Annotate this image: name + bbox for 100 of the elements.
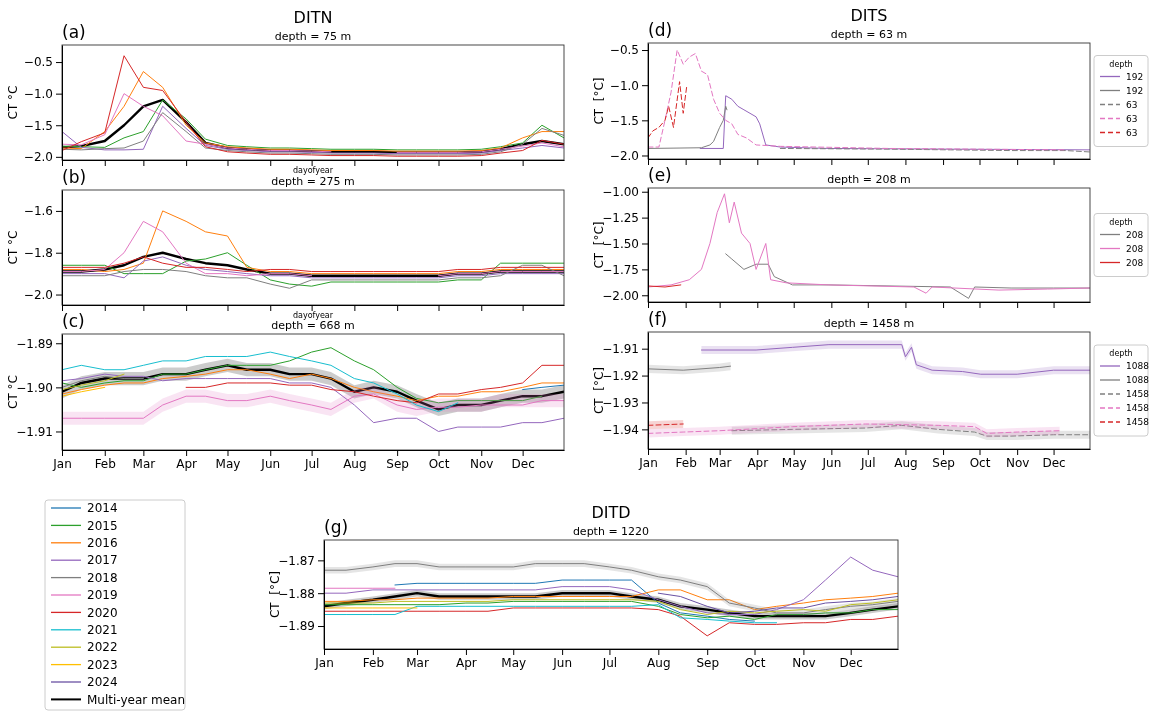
- y-tick-label: −1.0: [23, 86, 53, 101]
- legend-label: 1458: [1126, 403, 1150, 414]
- line-series: [185, 364, 564, 404]
- legend-label: 2019: [87, 588, 118, 603]
- x-tick-label: Oct: [428, 456, 450, 471]
- y-tick-label: −1.00: [602, 185, 639, 200]
- line-series: [324, 604, 778, 624]
- legend-label: 63: [1126, 99, 1138, 110]
- line-series: [62, 373, 125, 391]
- chart-title: DITN: [293, 8, 333, 27]
- y-tick-label: −1.89: [16, 336, 53, 351]
- text: (a): [62, 22, 86, 42]
- text: (e): [648, 165, 672, 185]
- legend-label: 2018: [87, 570, 118, 585]
- legend-label: 192: [1126, 71, 1144, 82]
- x-tick-label: May: [501, 655, 527, 670]
- x-tick-label: Apr: [456, 655, 477, 670]
- line-series: [648, 81, 688, 139]
- x-tick-label: Nov: [792, 655, 816, 670]
- x-tick-label: May: [215, 456, 241, 471]
- legend-label: 2021: [87, 623, 118, 637]
- line-series: [648, 423, 1061, 434]
- line-series: [62, 373, 564, 432]
- y-axis-title: CT [°C]: [592, 77, 606, 125]
- y-tick-label: −1.5: [23, 118, 53, 133]
- line-series: [62, 256, 564, 273]
- line-series: [324, 589, 898, 611]
- chart-subtitle: depth = 1458 m: [823, 317, 915, 330]
- x-tick-label: Mar: [132, 456, 156, 471]
- chart-subtitle: depth = 1220: [572, 525, 650, 538]
- y-tick-label: −1.5: [609, 113, 639, 128]
- y-tick-label: −1.91: [602, 342, 639, 357]
- y-tick-label: −2.0: [609, 148, 639, 163]
- line-series: [657, 592, 898, 614]
- x-tick-label: Jan: [52, 456, 72, 471]
- line-series: [62, 369, 564, 402]
- legend-label: 192: [1126, 85, 1144, 96]
- y-tick-label: −1.8: [23, 246, 53, 261]
- legend-label: 2024: [87, 675, 118, 690]
- x-tick-label: Dec: [1042, 455, 1066, 470]
- legend-label: 208: [1126, 257, 1144, 268]
- x-tick-label: Sep: [932, 455, 955, 470]
- x-tick-label: Aug: [894, 455, 918, 470]
- y-tick-label: −2.0: [23, 287, 53, 302]
- x-tick-label: May: [781, 455, 807, 470]
- x-tick-label: Jun: [552, 655, 572, 670]
- line-series: [62, 256, 564, 279]
- legend-title: depth: [1109, 59, 1133, 69]
- x-axis-title: dayofyear: [292, 311, 334, 320]
- line-series: [62, 375, 144, 388]
- x-tick-label: Jan: [638, 455, 658, 470]
- legend-label: 2015: [87, 518, 118, 533]
- x-tick-label: Dec: [839, 655, 863, 670]
- line-series: [648, 49, 1067, 151]
- legend-label: Multi-year mean: [87, 692, 186, 707]
- x-tick-label: Oct: [969, 455, 991, 470]
- legend-label: 63: [1126, 113, 1138, 124]
- x-tick-label: Mar: [708, 455, 732, 470]
- y-tick-label: −2.00: [602, 288, 639, 303]
- x-tick-label: Jul: [601, 655, 618, 670]
- legend-label: 2014: [87, 501, 118, 516]
- x-tick-label: Feb: [94, 456, 116, 471]
- line-series: [62, 71, 564, 152]
- chart-subtitle: depth = 63 m: [830, 28, 908, 41]
- y-axis-title: CT °C: [6, 85, 20, 120]
- y-tick-label: −1.6: [23, 204, 53, 219]
- y-tick-label: −1.91: [16, 424, 53, 439]
- x-tick-label: Jul: [860, 455, 876, 470]
- x-tick-label: Feb: [362, 655, 385, 670]
- line-series: [648, 105, 728, 149]
- legend-title: depth: [1109, 349, 1133, 358]
- legend-title: depth: [1109, 217, 1133, 227]
- legend-label: 208: [1126, 229, 1144, 240]
- x-tick-label: Mar: [406, 655, 429, 670]
- chart-subtitle: depth = 668 m: [271, 319, 355, 332]
- text: (d): [648, 20, 673, 40]
- x-tick-label: Oct: [744, 655, 766, 670]
- line-series: [62, 252, 564, 287]
- legend-label: 1458: [1126, 389, 1150, 400]
- x-tick-label: Nov: [470, 456, 494, 471]
- chart-subtitle: depth = 208 m: [827, 173, 911, 186]
- x-tick-label: Jul: [303, 456, 320, 471]
- x-tick-label: Feb: [675, 455, 697, 470]
- x-tick-label: Nov: [1005, 455, 1030, 470]
- x-tick-label: Sep: [386, 456, 409, 471]
- y-tick-label: −0.5: [23, 55, 53, 70]
- chart-subtitle: depth = 275 m: [271, 175, 355, 188]
- legend-label: 1088: [1126, 361, 1150, 372]
- x-tick-label: Apr: [176, 456, 198, 471]
- x-tick-label: Aug: [343, 456, 367, 471]
- x-tick-label: Sep: [696, 655, 719, 670]
- text: (f): [648, 309, 668, 329]
- legend-label: 2022: [87, 640, 118, 655]
- y-tick-label: −2.0: [23, 150, 53, 165]
- line-series: [62, 264, 564, 289]
- legend-label: 1088: [1126, 375, 1150, 386]
- y-tick-label: −1.87: [278, 553, 315, 568]
- line-series: [62, 347, 543, 404]
- y-tick-label: −1.0: [609, 78, 639, 93]
- y-tick-label: −1.89: [278, 619, 315, 634]
